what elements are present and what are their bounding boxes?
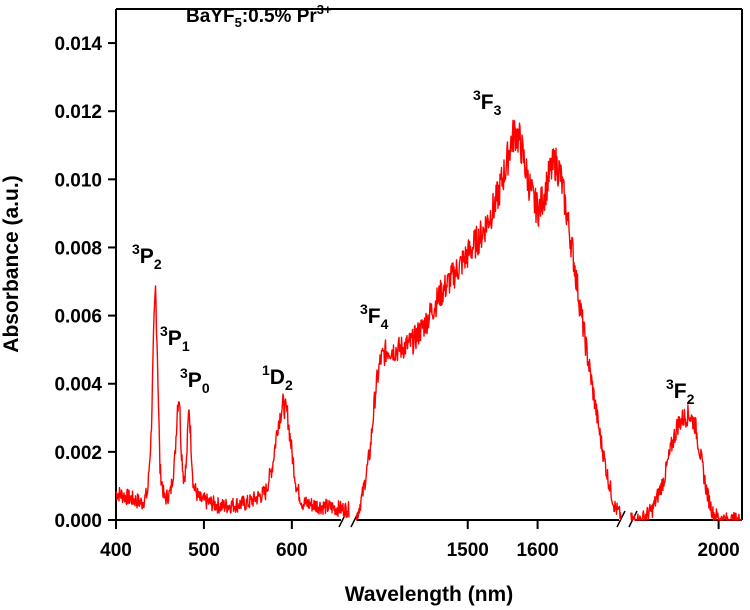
x-axis-ticks: 400 500 600 1500 1600 2000 [100, 520, 740, 561]
y-tick-label: 0.002 [54, 443, 102, 464]
y-tick-label: 0.012 [54, 102, 102, 123]
y-tick-label: 0.014 [54, 34, 102, 55]
x-axis-title: Wavelength (nm) [345, 583, 513, 606]
spectrum-line-visible [115, 285, 350, 518]
y-tick-label: 0.008 [54, 238, 102, 259]
peak-label-3f2: 3F2 [666, 376, 695, 407]
x-tick-label: 400 [100, 540, 132, 561]
x-tick-label: 1500 [447, 540, 489, 561]
plot-frame [115, 8, 743, 521]
y-tick-label: 0.006 [54, 307, 102, 328]
x-tick-label: 500 [188, 540, 220, 561]
x-tick-label: 600 [276, 540, 308, 561]
x-tick-label: 2000 [697, 540, 739, 561]
peak-label-1d2: 1D2 [262, 362, 293, 393]
x-tick-label: 1600 [516, 540, 558, 561]
peak-label-3p1: 3P1 [160, 323, 190, 354]
peak-label-3p2: 3P2 [132, 241, 162, 272]
spectrum-line-near-ir [355, 119, 622, 521]
y-tick-label: 0.004 [54, 375, 102, 396]
y-axis-ticks: 0.000 0.002 0.004 0.006 0.008 0.010 0.012 0.014 [54, 34, 116, 532]
y-tick-label: 0.000 [54, 511, 102, 532]
y-tick-label: 0.010 [54, 170, 102, 191]
peak-label-3p0: 3P0 [180, 365, 210, 396]
absorbance-series [115, 119, 743, 521]
peak-label-3f4: 3F4 [360, 301, 389, 332]
y-axis-title: Absorbance (a.u.) [0, 175, 23, 352]
peak-label-3f3: 3F3 [473, 87, 502, 118]
chart-title: BaYF5:0.5% Pr3+ [186, 2, 332, 30]
spectrum-line-ir [630, 404, 743, 521]
